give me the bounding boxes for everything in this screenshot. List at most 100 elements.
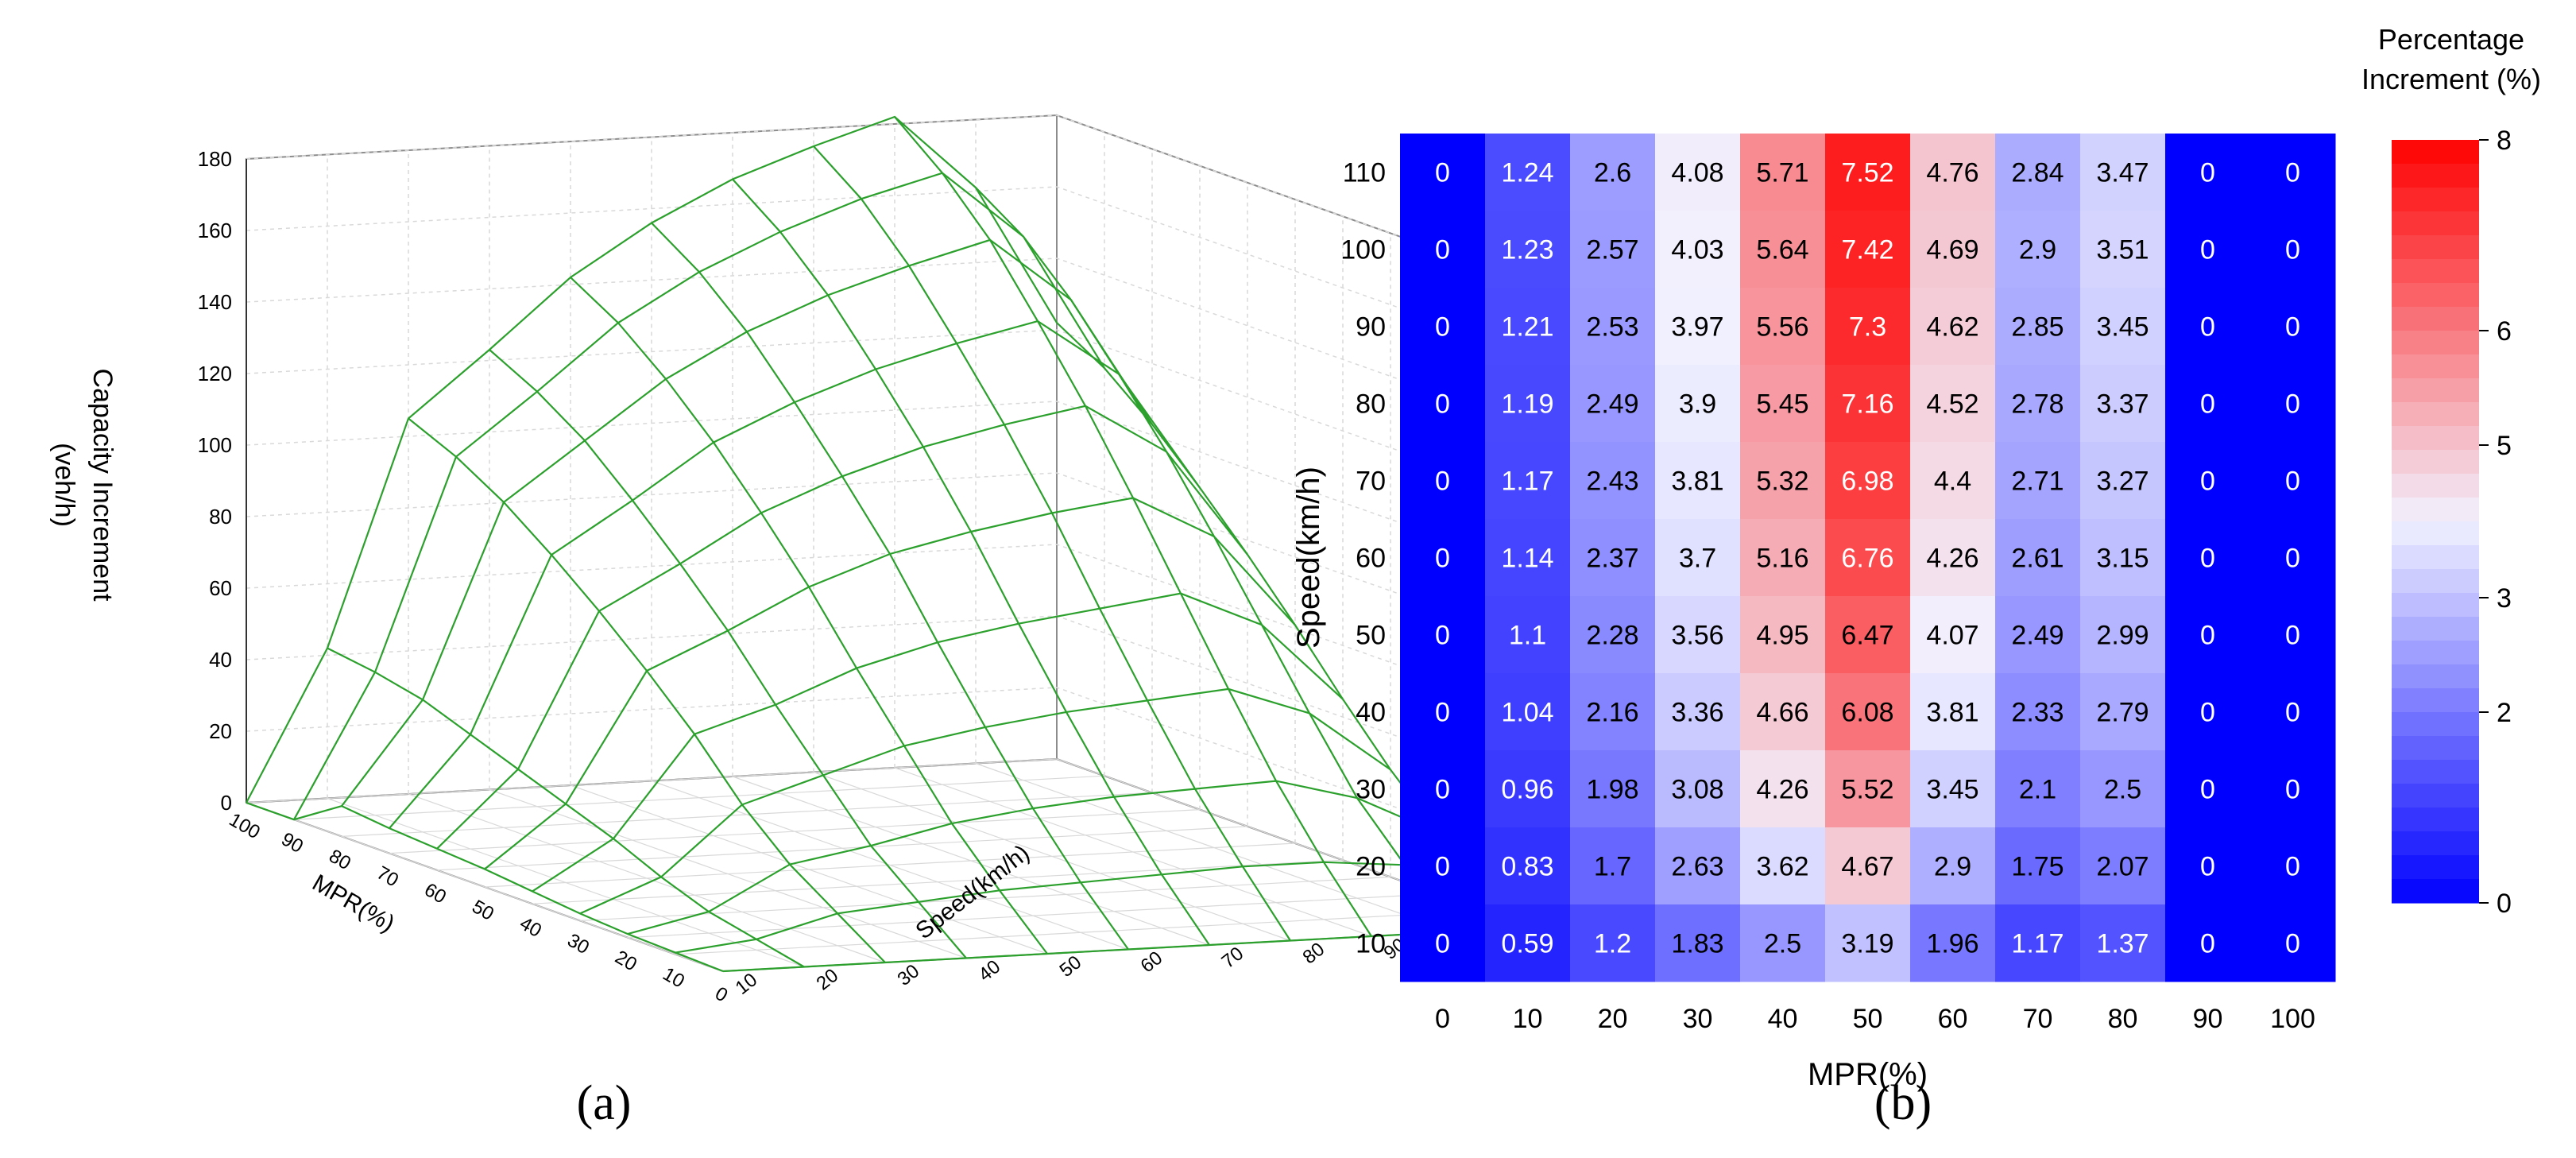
heatmap-cell <box>1570 442 1656 520</box>
heatmap-cell <box>1825 365 1911 443</box>
surface-line <box>532 592 1344 893</box>
cell-value-label: 0 <box>2200 621 2215 651</box>
heatmap-cell <box>1400 211 1486 289</box>
cell-value-label: 1.7 <box>1594 852 1631 882</box>
cell-value-label: 4.26 <box>1926 544 1978 574</box>
colorbar-segment <box>2392 784 2479 808</box>
heatmap-cell <box>1910 365 1996 443</box>
heatmap-cell <box>2080 134 2166 211</box>
colorbar-segment <box>2392 331 2479 355</box>
z-tick-label: 160 <box>198 219 232 242</box>
y-tick-label: 50 <box>1356 621 1386 651</box>
cell-value-label: 3.51 <box>2096 235 2149 265</box>
heatmap-cell <box>1740 288 1826 366</box>
colorbar-segment <box>2392 474 2479 498</box>
heatmap-cell <box>1570 134 1656 211</box>
heatmap-cell <box>1485 134 1571 211</box>
floor-gridline <box>246 802 724 972</box>
heatmap-cell <box>1995 442 2081 520</box>
cell-value-label: 2.9 <box>2019 235 2056 265</box>
heatmap-cell <box>1570 904 1656 982</box>
z-axis-title-unit: (veh/h) <box>49 443 79 527</box>
cell-value-label: 3.15 <box>2096 544 2149 574</box>
heatmap-cell <box>1400 288 1486 366</box>
heatmap-cell <box>1400 442 1486 520</box>
heatmap-cell <box>1825 442 1911 520</box>
x-tick-label: 80 <box>2108 1004 2138 1034</box>
heatmap-cell <box>2165 827 2251 905</box>
colorbar-segment <box>2392 760 2479 784</box>
colorbar-segment <box>2392 450 2479 474</box>
cell-value-label: 6.08 <box>1841 698 1893 728</box>
heatmap-cell <box>2080 596 2166 674</box>
cell-value-label: 2.37 <box>1586 544 1638 574</box>
cell-value-label: 1.14 <box>1501 544 1553 574</box>
y-tick-label: 80 <box>1356 389 1386 420</box>
heatmap-cell <box>1570 288 1656 366</box>
x-tick-label: 50 <box>468 896 497 925</box>
z-tick-label: 100 <box>198 433 232 457</box>
cell-value-label: 2.9 <box>1934 852 1971 882</box>
heatmap-cell <box>1655 288 1741 366</box>
colorbar-segment <box>2392 593 2479 618</box>
floor-gridline <box>651 780 1129 951</box>
floor-gridline <box>732 776 1210 946</box>
cell-value-label: 0 <box>2200 467 2215 497</box>
heatmap-cell <box>1825 750 1911 828</box>
heatmap-cell <box>1740 904 1826 982</box>
heatmap-cell <box>2165 134 2251 211</box>
cell-value-label: 2.1 <box>2019 775 2056 805</box>
heatmap-cell <box>1740 750 1826 828</box>
y-axis-title: Speed(km/h) <box>911 840 1035 945</box>
floor-gridline <box>327 797 805 968</box>
x-tick-label: 50 <box>1853 1004 1883 1034</box>
cell-value-label: 0 <box>2285 544 2300 574</box>
heatmap-cell <box>1570 750 1656 828</box>
heatmap-cell <box>1400 904 1486 982</box>
heatmap-cell <box>2165 673 2251 751</box>
x-tick-label: 20 <box>1598 1004 1628 1034</box>
heatmap-cell <box>2250 673 2336 751</box>
heatmap-cell <box>1655 365 1741 443</box>
colorbar-segment <box>2392 641 2479 665</box>
heatmap-cell <box>1485 519 1571 597</box>
cell-value-label: 2.5 <box>2104 775 2141 805</box>
y-tick-label: 70 <box>1218 943 1248 973</box>
heatmap-cell <box>1655 519 1741 597</box>
heatmap-cell <box>1570 673 1656 751</box>
y-axis-title: Speed(km/h) <box>1291 467 1326 649</box>
colorbar-segment <box>2392 188 2479 212</box>
cell-value-label: 3.37 <box>2096 389 2149 420</box>
heatmap-cell <box>1995 596 2081 674</box>
cell-value-label: 6.47 <box>1841 621 1893 651</box>
colorbar-segment <box>2392 569 2479 594</box>
cell-value-label: 0 <box>2200 312 2215 343</box>
heatmap-cell <box>1400 750 1486 828</box>
cell-value-label: 2.07 <box>2096 852 2149 882</box>
surface-line <box>627 780 1439 935</box>
surface-line <box>436 405 1248 850</box>
y-tick-label: 10 <box>732 969 762 999</box>
cell-value-label: 1.83 <box>1671 929 1723 959</box>
cell-value-label: 3.08 <box>1671 775 1723 805</box>
colorbar-segment <box>2392 211 2479 236</box>
cell-value-label: 2.84 <box>2011 158 2064 188</box>
heatmap-cell <box>2250 904 2336 982</box>
y-tick-label: 30 <box>1356 775 1386 805</box>
heatmap-cell <box>1485 442 1571 520</box>
y-tick-label: 20 <box>813 965 843 995</box>
heatmap-cell <box>1740 596 1826 674</box>
cell-value-label: 2.53 <box>1586 312 1638 343</box>
heatmap-cell <box>2250 750 2336 828</box>
heatmap-cell <box>1825 519 1911 597</box>
heatmap-cell <box>1825 288 1911 366</box>
cell-value-label: 1.23 <box>1501 235 1553 265</box>
heatmap-cell <box>1910 827 1996 905</box>
cell-value-label: 2.16 <box>1586 698 1638 728</box>
x-tick-label: 70 <box>2023 1004 2053 1034</box>
heatmap-cell <box>2250 827 2336 905</box>
colorbar-segment <box>2392 712 2479 737</box>
cell-value-label: 2.99 <box>2096 621 2149 651</box>
floor-gridline <box>570 784 1048 955</box>
